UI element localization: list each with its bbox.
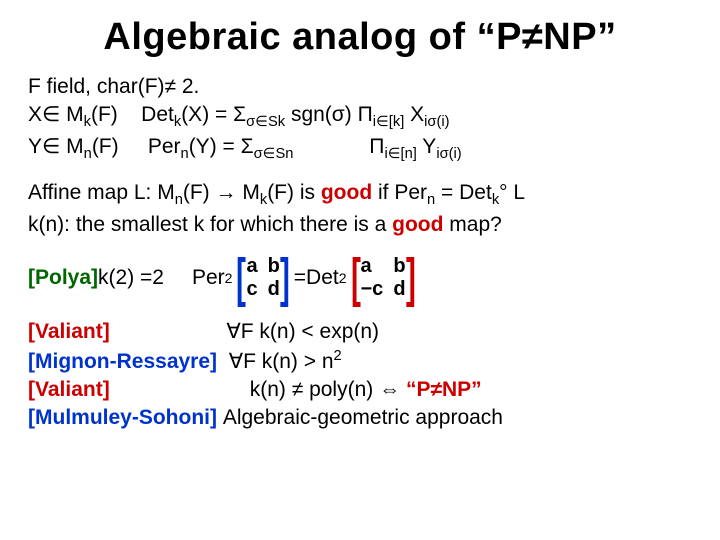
matrix-cells: a b c d <box>246 255 279 301</box>
cell: b <box>268 255 280 278</box>
good-word: good <box>392 213 443 236</box>
cell: −c <box>361 278 384 301</box>
matrix-left: [ a b c d ] <box>232 254 293 303</box>
sub-n: n <box>84 146 92 162</box>
valiant-ref: [Valiant] <box>28 378 110 401</box>
sub-i-k: i∈[k] <box>373 114 405 130</box>
slide: Algebraic analog of “P≠NP” F field, char… <box>0 0 720 433</box>
det2-label: Det <box>306 266 339 290</box>
sub-isigma: iσ(i) <box>436 146 461 162</box>
text: Y∈ M <box>28 135 84 158</box>
ref-line-2: [Mignon-Ressayre] ∀F k(n) > n2 <box>28 347 692 376</box>
sub-n: n <box>181 146 189 162</box>
text: ∀F k(n) > n <box>229 350 334 373</box>
cell: a <box>361 255 384 278</box>
text: Det <box>141 103 174 126</box>
valiant-ref: [Valiant] <box>28 320 110 343</box>
sub-n: n <box>175 192 183 208</box>
mulmuley-ref: [Mulmuley-Sohoni] <box>28 406 217 429</box>
text: sgn(σ) Π <box>285 103 373 126</box>
text: X∈ M <box>28 103 84 126</box>
text: ° L <box>499 181 525 204</box>
text: Y <box>417 135 436 158</box>
sub-sigma-sk: σ∈Sk <box>246 114 285 130</box>
text: if Per <box>372 181 427 204</box>
def-line-3: Y∈ Mn(F) Pern(Y) = Σσ∈Sn Πi∈[n] Yiσ(i) <box>28 133 692 165</box>
text: X <box>404 103 424 126</box>
bracket-icon: [ <box>351 254 361 303</box>
polya-eq: k(2) =2 <box>98 266 164 290</box>
text: k(n): the smallest k for which there is … <box>28 213 392 236</box>
cell: c <box>246 278 257 301</box>
ref-line-3: [Valiant] k(n) ≠ poly(n) ⇔ “P≠NP” <box>28 376 692 404</box>
text: (F) is <box>267 181 321 204</box>
equals: = <box>294 266 306 290</box>
good-word: good <box>321 181 372 204</box>
cell: b <box>393 255 405 278</box>
text: Algebraic-geometric approach <box>223 406 503 429</box>
sub-isigma: iσ(i) <box>424 114 449 130</box>
bracket-icon: ] <box>280 254 290 303</box>
text: (X) = Σ <box>181 103 246 126</box>
slide-title: Algebraic analog of “P≠NP” <box>28 16 692 59</box>
sub-sigma-sn: σ∈Sn <box>254 146 294 162</box>
polya-ref: [Polya] <box>28 266 98 290</box>
text: (F) <box>92 135 119 158</box>
ref-line-4: [Mulmuley-Sohoni] Algebraic-geometric ap… <box>28 404 692 432</box>
cell: a <box>246 255 257 278</box>
cell: d <box>268 278 280 301</box>
bracket-icon: ] <box>406 254 416 303</box>
definitions-block: F field, char(F)≠ 2. X∈ Mk(F) Detk(X) = … <box>28 73 692 165</box>
polya-row: [Polya] k(2) =2 Per2 [ a b c d ] = Det2 … <box>28 254 692 303</box>
text: (Y) = Σ <box>189 135 254 158</box>
sub-n: n <box>427 192 435 208</box>
sub-i-n: i∈[n] <box>384 146 416 162</box>
text: map? <box>443 213 501 236</box>
def-line-1: F field, char(F)≠ 2. <box>28 73 692 101</box>
per2-label: Per <box>192 266 225 290</box>
affine-block: Affine map L: Mn(F) → Mk(F) is good if P… <box>28 179 692 239</box>
text: Π <box>363 135 384 158</box>
bracket-icon: [ <box>236 254 246 303</box>
def-line-2: X∈ Mk(F) Detk(X) = Σσ∈Sk sgn(σ) Πi∈[k] X… <box>28 101 692 133</box>
matrix-right: [ a b −c d ] <box>347 254 420 303</box>
ref-line-1: [Valiant] ∀F k(n) < exp(n) <box>28 318 692 346</box>
text: (F) → M <box>183 181 260 204</box>
affine-line-2: k(n): the smallest k for which there is … <box>28 211 692 239</box>
matrix-cells: a b −c d <box>361 255 406 301</box>
cell: d <box>393 278 405 301</box>
sup-2: 2 <box>334 348 342 364</box>
pnp-text: “P≠NP” <box>406 378 482 401</box>
affine-line-1: Affine map L: Mn(F) → Mk(F) is good if P… <box>28 179 692 211</box>
text: (F) <box>91 103 118 126</box>
sub-k: k <box>84 114 91 130</box>
text: k(n) ≠ poly(n) ⇔ <box>250 378 406 401</box>
refs-block: [Valiant] ∀F k(n) < exp(n) [Mignon-Ressa… <box>28 318 692 432</box>
text: ∀F k(n) < exp(n) <box>226 320 379 343</box>
mignon-ref: [Mignon-Ressayre] <box>28 350 217 373</box>
text: Affine map L: M <box>28 181 175 204</box>
text: = Det <box>435 181 492 204</box>
text: Per <box>148 135 181 158</box>
